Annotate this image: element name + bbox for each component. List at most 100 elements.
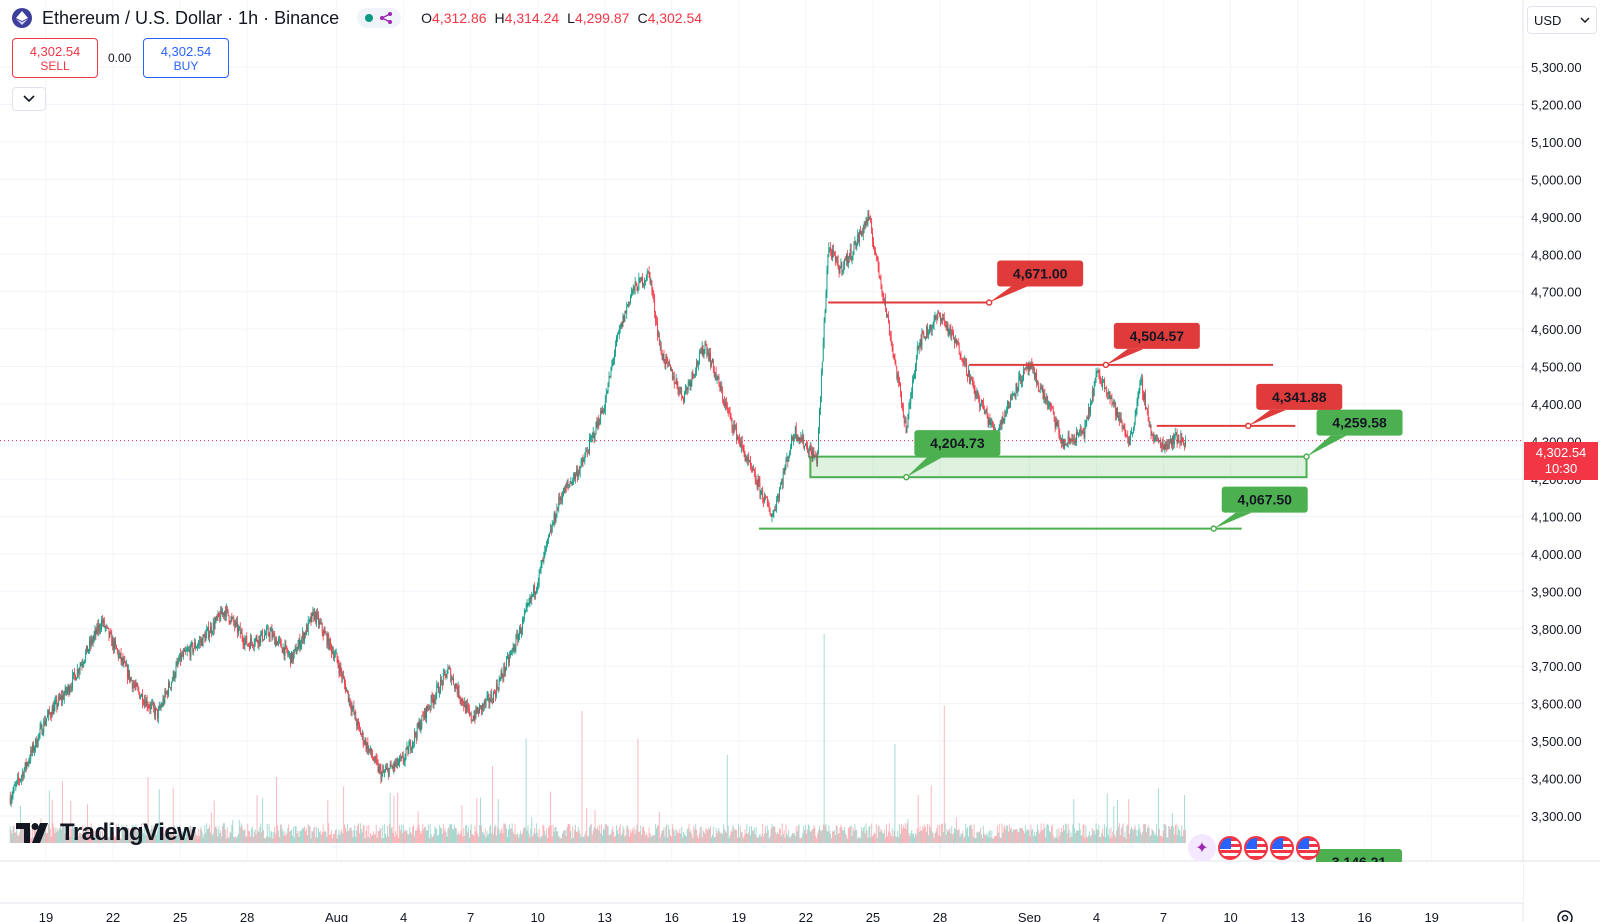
volume-bar [462, 836, 464, 843]
candle-body [716, 378, 718, 380]
volume-bar [334, 830, 336, 843]
tradingview-logo[interactable]: TradingView [16, 819, 196, 847]
candle-body [812, 451, 814, 460]
candle-body [87, 645, 88, 653]
buy-button[interactable]: 4,302.54 BUY [143, 38, 229, 78]
volume-bar [868, 826, 870, 843]
candle-body [684, 392, 685, 402]
settings-gear-icon[interactable] [1557, 910, 1573, 922]
volume-bar [300, 831, 302, 843]
y-axis-labels[interactable]: 3,300.003,400.003,500.003,600.003,700.00… [1531, 60, 1582, 824]
candle-body [839, 268, 841, 274]
candle-body [375, 756, 377, 760]
candle-body [676, 379, 678, 385]
volume-bar [174, 834, 176, 843]
ai-spark-icon[interactable]: ✦ [1188, 834, 1216, 862]
volume-bar [307, 824, 309, 843]
candle-body [1037, 383, 1039, 391]
volume-bar [369, 837, 371, 843]
candle-body [200, 639, 202, 643]
candle-body [945, 322, 947, 328]
volume-bar [711, 834, 713, 843]
volume-bar [1038, 833, 1040, 843]
ohlc-low: L4,299.87 [567, 10, 630, 26]
candle-body [397, 758, 399, 766]
support-zone-high-tag[interactable]: 4,259.58 [1303, 409, 1403, 460]
market-status-pill[interactable] [357, 8, 402, 28]
us-economic-event-icon[interactable] [1218, 836, 1242, 860]
candle-body [62, 694, 64, 700]
level-tag-resistance-4504[interactable]: 4,504.57 [1102, 322, 1200, 369]
candle-body [296, 650, 298, 654]
candle-body [362, 732, 364, 744]
volume-bar [340, 831, 342, 843]
volume-bar [740, 832, 742, 843]
support-zone-low-tag[interactable]: 4,204.73 [903, 430, 1001, 481]
volume-bar [873, 834, 875, 843]
currency-select[interactable]: USD [1527, 6, 1597, 34]
volume-bar [815, 835, 817, 843]
volume-bar [610, 833, 612, 843]
volume-bar [487, 835, 489, 843]
level-tag-support-4067[interactable]: 4,067.50 [1210, 486, 1308, 532]
volume-bar [1160, 835, 1162, 843]
volume-bar [147, 777, 149, 843]
candle-body [353, 706, 355, 714]
candle-body [173, 671, 175, 679]
level-tag-resistance-4671[interactable]: 4,671.00 [985, 260, 1084, 306]
us-economic-event-icon[interactable] [1270, 836, 1294, 860]
events-strip[interactable]: ✦ [1188, 834, 1320, 862]
volume-bar [1176, 835, 1178, 843]
candle-body [818, 428, 819, 451]
support-zone-box[interactable] [809, 455, 1308, 479]
us-economic-event-icon[interactable] [1244, 836, 1268, 860]
level-tag-resistance-4341[interactable]: 4,341.88 [1245, 383, 1343, 430]
candle-body [326, 634, 328, 646]
volume-bar [376, 837, 378, 843]
candle-body [1064, 443, 1065, 449]
volume-bar [887, 831, 889, 843]
volume-bar [1132, 830, 1134, 843]
volume-bar [1139, 828, 1141, 843]
candle-body [32, 744, 33, 753]
volume-bar [375, 824, 377, 843]
volume-bar [929, 827, 931, 843]
candle-body [486, 696, 488, 700]
candle-body [642, 277, 643, 286]
candle-body [225, 607, 227, 617]
sell-button[interactable]: 4,302.54 SELL [12, 38, 98, 78]
candle-body [537, 581, 539, 587]
candle-body [185, 651, 187, 652]
candle-body [1150, 424, 1152, 435]
candle-body [524, 610, 526, 614]
volume-bar [603, 829, 605, 843]
volume-bar [906, 823, 908, 843]
candle-body [932, 324, 934, 327]
candle-body [1175, 432, 1177, 434]
volume-bar [1144, 824, 1146, 843]
volume-bar [593, 826, 595, 843]
x-tick-label: 25 [866, 910, 880, 922]
volume-bar [949, 828, 951, 843]
volume-bar [193, 834, 195, 843]
volume-bar [641, 834, 643, 843]
volume-bar [425, 827, 427, 843]
collapse-toggle-button[interactable] [12, 87, 46, 111]
volume-bar [584, 834, 586, 843]
candle-body [755, 480, 757, 483]
us-economic-event-icon[interactable] [1296, 836, 1320, 860]
symbol-title[interactable]: Ethereum / U.S. Dollar · 1h · Binance [42, 7, 340, 28]
volume-bar [48, 790, 50, 843]
level-tags[interactable]: 4,204.73 4,259.58 4,671.00 4,504.57 4,341.88… [0, 260, 1523, 902]
candle-body [545, 546, 547, 552]
candle-body [58, 696, 60, 705]
candle-body [1151, 434, 1153, 435]
candle-body [482, 704, 484, 707]
x-axis-labels[interactable]: 19 22 25 28 Aug 4 7 10 13 16 19 22 25 28 Sep 4 7 10 13 16 19 [39, 910, 1439, 922]
volume-bar [761, 834, 763, 843]
candle-body [921, 332, 923, 346]
volume-bar [585, 830, 587, 843]
volume-bar [860, 826, 862, 843]
volume-bar [226, 827, 228, 843]
